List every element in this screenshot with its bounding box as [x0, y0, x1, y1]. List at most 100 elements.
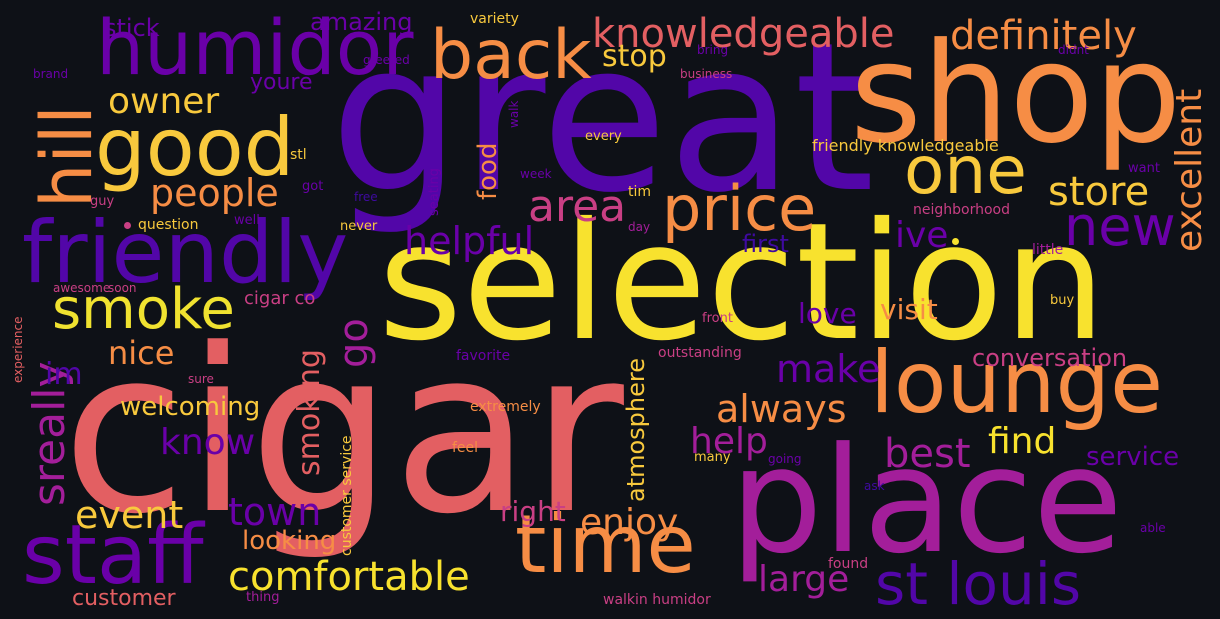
word-town: town: [228, 490, 322, 534]
word-every: every: [585, 129, 622, 144]
word-atmosphere: atmosphere: [622, 358, 650, 502]
word-amazing: amazing: [310, 8, 413, 36]
word-variety: variety: [470, 11, 519, 27]
word-first: first: [742, 230, 789, 258]
word-make: make: [776, 347, 881, 391]
word-im: im: [45, 357, 83, 392]
word-feel: feel: [452, 440, 479, 456]
word-helpful: helpful: [404, 219, 535, 263]
word-area: area: [528, 181, 627, 232]
word-stick: stick: [104, 14, 160, 42]
word-business: business: [680, 67, 733, 81]
word-back: back: [430, 16, 592, 95]
word-week: week: [520, 167, 552, 181]
word-friendly: friendly: [22, 203, 349, 303]
word-friendly-knowledgeable: friendly knowledgeable: [812, 136, 999, 155]
word-food: food: [473, 142, 503, 200]
word-customer: customer: [72, 586, 176, 611]
word-go: go: [331, 318, 377, 368]
word-brand: brand: [33, 67, 69, 81]
word-smoke: smoke: [52, 277, 235, 342]
word-ask: ask: [864, 479, 885, 493]
word-new: new: [1064, 195, 1176, 258]
word-neighborhood: neighborhood: [913, 202, 1010, 218]
word-time: time: [515, 498, 696, 591]
word-going: going: [768, 452, 802, 466]
word-looking: looking: [242, 526, 337, 556]
word-nice: nice: [108, 334, 175, 372]
word-store: store: [1048, 169, 1150, 215]
word-staff: staff: [22, 508, 204, 603]
word-walk: walk: [507, 100, 521, 128]
word-stl: stl: [290, 147, 307, 163]
word-bring: bring: [697, 43, 729, 57]
word-ive: ive: [895, 215, 949, 256]
word-find: find: [988, 421, 1057, 462]
word-guy: guy: [90, 194, 115, 209]
word-front: front: [702, 311, 733, 326]
word-excellent: excellent: [1169, 88, 1210, 252]
word-hill: hill: [26, 105, 108, 208]
word-outstanding: outstanding: [658, 345, 742, 361]
word-people: people: [150, 171, 279, 215]
word-help: help: [690, 421, 768, 462]
word-favorite: favorite: [456, 348, 511, 364]
word-sure: sure: [188, 372, 214, 386]
word-experience: experience: [11, 316, 25, 383]
word-day: day: [628, 220, 651, 234]
word-comfortable: comfortable: [228, 554, 470, 600]
word-enjoy: enjoy: [580, 502, 679, 543]
word-walkin-humidor: walkin humidor: [603, 592, 711, 608]
word-little: little: [1032, 242, 1064, 258]
dot: [124, 222, 131, 229]
word-extremely: extremely: [470, 399, 541, 415]
word-never: never: [340, 219, 378, 234]
word-customer-service: customer service: [339, 435, 355, 556]
word-great: great: [330, 0, 875, 238]
word-greeted: greeted: [363, 53, 410, 67]
word-youre: youre: [250, 70, 313, 95]
word-knowledgeable: knowledgeable: [592, 11, 895, 57]
word-thing: thing: [246, 590, 280, 605]
word-event: event: [75, 493, 184, 537]
word-want: want: [1128, 161, 1160, 176]
word-cigar: cigar: [62, 301, 624, 564]
word-welcoming: welcoming: [120, 392, 261, 422]
word-always: always: [716, 387, 847, 431]
word-free: free: [354, 190, 378, 204]
word-selection: selection: [378, 189, 1107, 377]
word-definitely: definitely: [950, 13, 1137, 59]
word-many: many: [694, 450, 731, 465]
word-cigar-co: cigar co: [244, 288, 316, 309]
word-stop: stop: [602, 39, 667, 74]
word-service: service: [1086, 442, 1180, 472]
word-good: good: [95, 101, 295, 194]
word-awesome: awesome: [53, 281, 111, 295]
word-lounge: lounge: [870, 333, 1164, 433]
word-st-louis: st louis: [875, 550, 1082, 618]
word-tim: tim: [628, 184, 652, 200]
word-know: know: [160, 422, 256, 463]
word-buy: buy: [1050, 293, 1075, 308]
word-place: place: [730, 416, 1123, 586]
word-question: question: [138, 217, 199, 233]
word-love: love: [798, 297, 857, 330]
word-one: one: [904, 132, 1027, 209]
word-well: well: [234, 213, 260, 228]
dot: [952, 238, 959, 245]
word-humidor: humidor: [96, 3, 414, 92]
word-owner: owner: [108, 81, 220, 122]
word-shop: shop: [850, 13, 1182, 174]
word-seating: seating: [427, 168, 442, 216]
word-smoking: smoking: [292, 349, 327, 476]
word-conversation: conversation: [972, 344, 1128, 372]
word-got: got: [302, 179, 324, 194]
word-able: able: [1140, 521, 1166, 535]
word-best: best: [884, 431, 971, 477]
word-right: right: [500, 495, 566, 528]
word-soon: soon: [108, 281, 137, 295]
word-price: price: [662, 172, 817, 245]
word-visit: visit: [880, 293, 938, 326]
word-large: large: [758, 559, 850, 600]
